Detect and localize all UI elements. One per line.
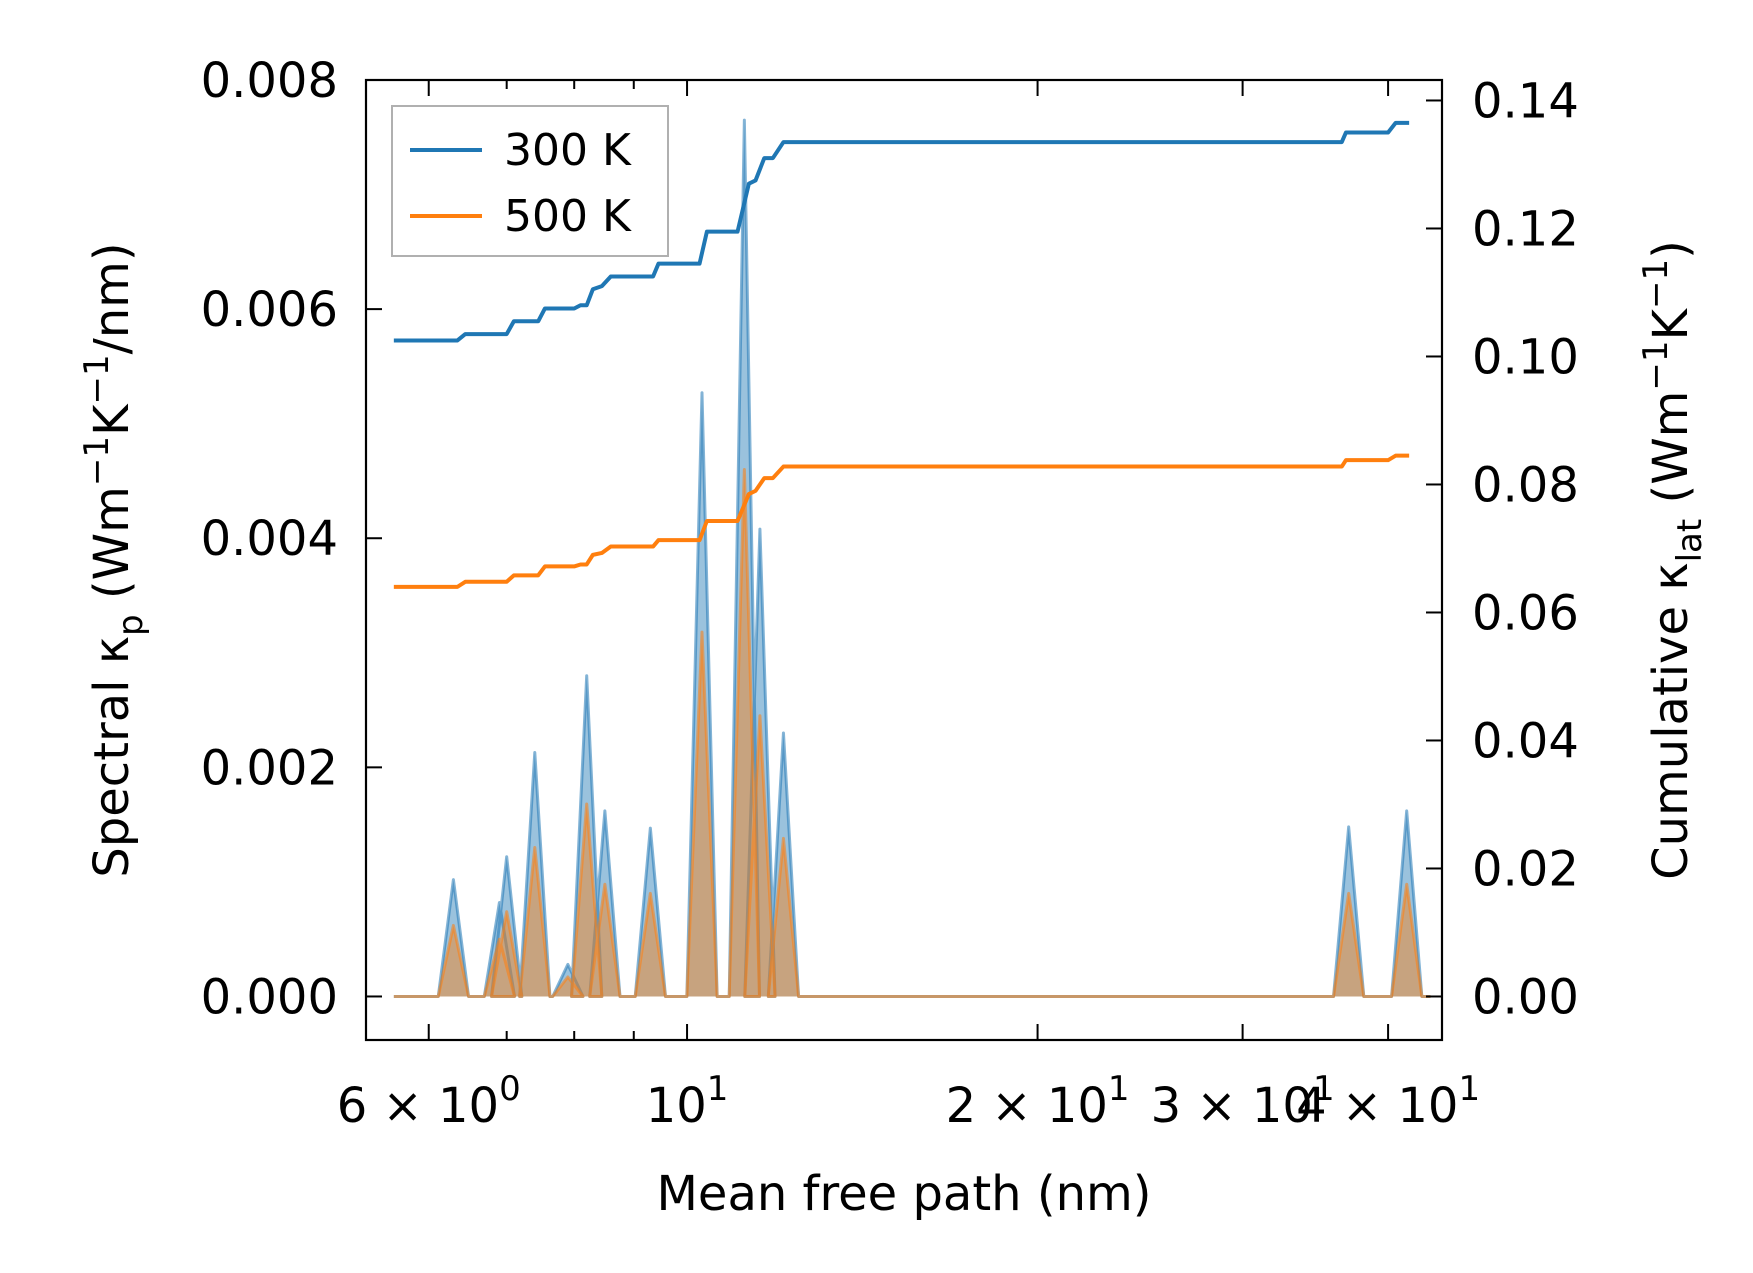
x-tick-label: 4 × 101 — [1296, 1069, 1480, 1134]
left-y-tick-label: 0.008 — [201, 53, 338, 109]
cumulative-line-300k — [393, 120, 1410, 343]
x-axis-label: Mean free path (nm) — [657, 1166, 1152, 1222]
left-y-tick-label: 0.004 — [201, 511, 338, 567]
right-y-tick-label: 0.14 — [1472, 73, 1579, 129]
right-y-tick-label: 0.10 — [1472, 329, 1579, 385]
right-y-tick-label: 0.02 — [1472, 841, 1579, 897]
right-y-tick-label: 0.12 — [1472, 201, 1579, 257]
left-y-tick-label: 0.002 — [201, 740, 338, 796]
plot-area — [393, 118, 1431, 998]
right-y-axis-label: Cumulative κlat (Wm−1K−1) — [1636, 240, 1710, 880]
left-y-tick-label: 0.000 — [201, 969, 338, 1025]
right-y-tick-label: 0.00 — [1472, 969, 1579, 1025]
left-y-tick-label: 0.006 — [201, 282, 338, 338]
right-y-tick-label: 0.04 — [1472, 713, 1579, 769]
legend-frame — [391, 105, 669, 257]
x-tick-label: 6 × 100 — [337, 1069, 521, 1134]
x-tick-label: 3 × 101 — [1151, 1069, 1335, 1134]
legend: 300 K 500 K — [391, 105, 669, 257]
x-tick-label: 101 — [646, 1069, 729, 1134]
legend-label: 500 K — [504, 191, 632, 242]
plot-frame — [364, 78, 1444, 1042]
legend-label: 300 K — [504, 125, 632, 176]
right-y-tick-label: 0.08 — [1472, 457, 1579, 513]
left-y-axis-label: Spectral κp (Wm−1K−1/nm) — [77, 242, 151, 877]
cumulative-line-500k — [393, 453, 1410, 589]
spectral-line-500k — [393, 468, 1431, 998]
right-y-tick-label: 0.06 — [1472, 585, 1579, 641]
x-tick-label: 2 × 101 — [946, 1069, 1130, 1134]
